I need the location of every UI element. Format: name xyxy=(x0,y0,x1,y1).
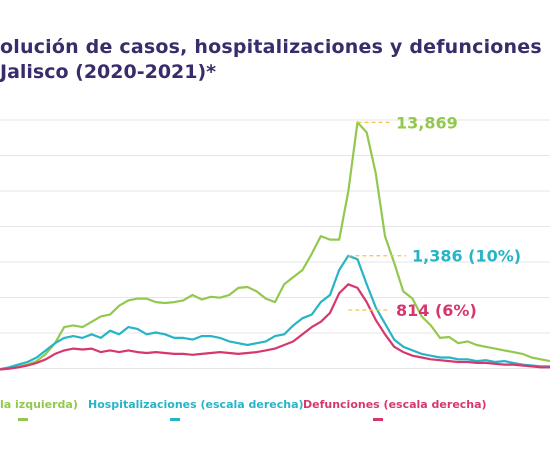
legend-label-deaths: Defunciones (escala derecha) xyxy=(303,398,487,411)
legend-item-deaths: Defunciones (escala derecha) xyxy=(303,398,487,421)
chart-subtitle: Jalisco (2020-2021)* xyxy=(0,61,217,83)
legend-swatch-cases xyxy=(18,418,28,421)
legend-item-cases: la izquierda) xyxy=(0,398,78,421)
series-line-deaths xyxy=(0,283,550,371)
chart-title: olución de casos, hospitalizaciones y de… xyxy=(0,36,542,58)
legend-swatch-hosp xyxy=(170,418,180,421)
peak-label-deaths: 814 (6%) xyxy=(396,301,477,320)
series-line-cases xyxy=(0,121,550,371)
peak-label-cases: 13,869 xyxy=(396,113,458,132)
legend-label-hosp: Hospitalizaciones (escala derecha) xyxy=(88,398,304,411)
series-line-hosp xyxy=(0,254,550,371)
legend-item-hosp: Hospitalizaciones (escala derecha) xyxy=(88,398,304,421)
legend-label-cases: la izquierda) xyxy=(0,398,78,411)
peak-label-hosp: 1,386 (10%) xyxy=(412,247,521,266)
legend-swatch-deaths xyxy=(373,418,383,421)
